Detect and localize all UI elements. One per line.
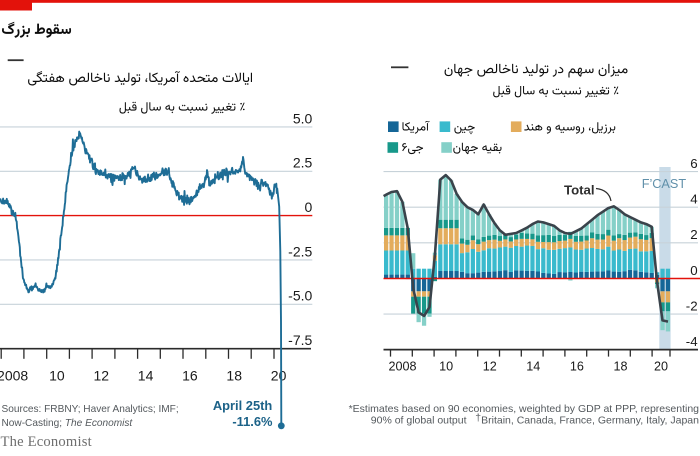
svg-text:14: 14 xyxy=(138,368,154,384)
svg-text:-4: -4 xyxy=(686,334,698,349)
svg-text:6: 6 xyxy=(690,156,697,171)
svg-text:16: 16 xyxy=(570,360,584,374)
svg-text:-7.5: -7.5 xyxy=(288,332,312,348)
svg-text:16: 16 xyxy=(182,368,198,384)
svg-text:18: 18 xyxy=(226,368,242,384)
svg-text:Now-Casting; The Economist: Now-Casting; The Economist xyxy=(2,418,134,429)
svg-text:-2: -2 xyxy=(686,299,698,314)
svg-text:0: 0 xyxy=(305,199,313,215)
svg-text:-2.5: -2.5 xyxy=(288,243,312,259)
svg-text:5.0: 5.0 xyxy=(293,110,313,126)
svg-text:10: 10 xyxy=(439,360,453,374)
svg-text:18: 18 xyxy=(613,360,627,374)
svg-text:20: 20 xyxy=(654,360,668,374)
svg-text:4: 4 xyxy=(690,192,697,207)
svg-text:12: 12 xyxy=(483,360,497,374)
svg-text:F’CAST: F’CAST xyxy=(642,177,687,191)
svg-text:April 25th: April 25th xyxy=(213,398,273,413)
svg-text:Sources: FRBNY; Haver Analytic: Sources: FRBNY; Haver Analytics; IMF; xyxy=(2,404,179,415)
svg-text:-5.0: -5.0 xyxy=(288,288,312,304)
svg-text:14: 14 xyxy=(526,360,540,374)
svg-text:90% of global output †Britai: 90% of global output †Britain, Canada, F… xyxy=(371,412,699,427)
svg-text:2: 2 xyxy=(690,227,697,242)
svg-text:20: 20 xyxy=(271,368,287,384)
svg-text:0: 0 xyxy=(690,263,697,278)
svg-text:12: 12 xyxy=(94,368,110,384)
svg-text:10: 10 xyxy=(49,368,65,384)
svg-text:The Economist: The Economist xyxy=(1,434,92,450)
svg-text:*Estimates based on 90 economi: *Estimates based on 90 economies, weight… xyxy=(349,403,700,415)
svg-text:-11.6%: -11.6% xyxy=(232,414,273,429)
svg-text:2008: 2008 xyxy=(0,368,28,384)
svg-text:Total: Total xyxy=(564,182,595,197)
svg-text:2008: 2008 xyxy=(388,360,416,374)
svg-text:2.5: 2.5 xyxy=(293,155,313,171)
